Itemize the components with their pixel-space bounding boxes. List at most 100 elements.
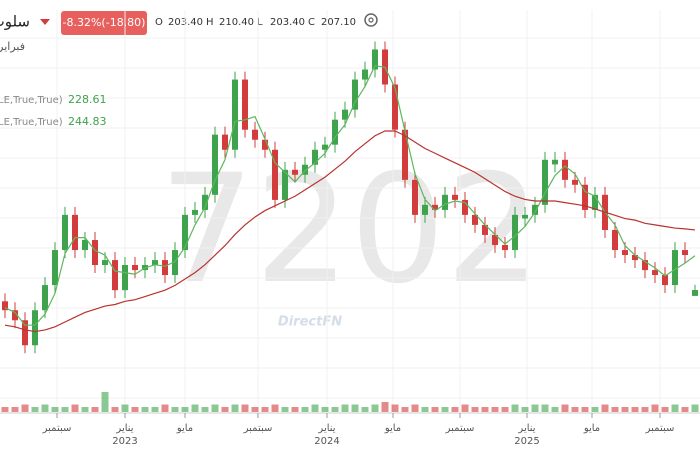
volume-bar (581, 407, 589, 412)
volume-bar (381, 402, 389, 412)
year-label: 2023 (112, 436, 137, 447)
candle-body (622, 250, 628, 255)
volume-bar (41, 404, 49, 412)
volume-bar (561, 404, 569, 412)
symbol-name: سلوب (0, 13, 30, 31)
candle-body (112, 260, 118, 291)
subtitle: فبراير (0, 40, 25, 53)
volume-bar (401, 407, 409, 412)
candle-body (342, 109, 348, 120)
candle-body (42, 285, 48, 311)
gear-center[interactable] (368, 17, 374, 23)
volume-bar (291, 407, 299, 412)
volume-bar (171, 407, 179, 412)
year-label: 2024 (314, 436, 339, 447)
candle-body (492, 234, 498, 245)
volume-bar (651, 404, 659, 412)
volume-bar (431, 407, 439, 412)
grid (0, 37, 700, 399)
volume-bar (221, 407, 229, 412)
volume-bar (681, 407, 689, 412)
volume-bar (541, 404, 549, 412)
candle-body (162, 260, 168, 276)
volume-bar (91, 407, 99, 412)
candle-body (502, 244, 508, 251)
volume-bar (531, 404, 539, 412)
x-tick-label: سبتمبر (42, 423, 72, 434)
candle-body (282, 169, 288, 200)
volume-bar (11, 407, 19, 412)
volume-bar (231, 404, 239, 412)
candle-body (672, 250, 678, 286)
volume-bar (111, 407, 119, 412)
volume-bar (51, 407, 59, 412)
volume-bar (181, 407, 189, 412)
volume-bar (441, 407, 449, 412)
candle-body (402, 129, 408, 180)
candle-body (62, 214, 68, 251)
candle-body (212, 134, 218, 195)
x-tick-label: سبتمبر (445, 423, 475, 434)
candle-body (332, 119, 338, 145)
candle-body (2, 301, 8, 311)
candle-body (472, 214, 478, 225)
gear[interactable] (364, 13, 378, 27)
candle-body (32, 310, 38, 346)
volume-bar (491, 407, 499, 412)
ohlc-value: 203.40 (270, 17, 305, 28)
candle-body (362, 69, 368, 80)
candle-body (172, 250, 178, 276)
volume-bar (21, 404, 29, 412)
candle-body (452, 194, 458, 200)
candle-body (102, 260, 108, 266)
candle-body (442, 194, 448, 210)
volume-bar (1, 407, 9, 412)
x-tick-label: سبتمبر (243, 423, 273, 434)
volume-bar (351, 404, 359, 412)
brand: DirectFN (278, 315, 342, 330)
settings-icon[interactable] (364, 13, 378, 27)
moving-average (4, 130, 696, 333)
ohlc-key: H (206, 17, 214, 28)
candle-body (612, 229, 618, 251)
volume-bar (691, 404, 699, 412)
candle-body (252, 129, 258, 140)
volume-bar (511, 404, 519, 412)
volume-bar (131, 407, 139, 412)
volume-bar (201, 407, 209, 412)
candle-body (692, 290, 698, 296)
candle-body (552, 159, 558, 165)
candle-body (222, 134, 228, 150)
x-tick-label: مايو (384, 423, 401, 434)
volume-bar (661, 407, 669, 412)
candle-body (262, 139, 268, 150)
volume-bar (501, 407, 509, 412)
volume-bar (571, 407, 579, 412)
candle-body (192, 209, 198, 215)
candle-body (522, 214, 528, 219)
candle-body (352, 79, 358, 110)
ma-legend-value: 228.61 (68, 93, 107, 106)
volume-bar (481, 407, 489, 412)
volume-bar (81, 407, 89, 412)
x-tick-label: سبتمبر (645, 423, 675, 434)
volume-bar (311, 404, 319, 412)
x-tick-label: يناير (517, 423, 535, 434)
candle-body (242, 79, 248, 130)
volume-bar (101, 392, 109, 412)
candle-body (392, 84, 398, 130)
ma-legend-name: PLE,True,True) (0, 95, 63, 106)
candle-body (52, 250, 58, 286)
volume-bar (121, 404, 129, 412)
candle-body (182, 214, 188, 251)
x-tick-label: مايو (583, 423, 600, 434)
candle-body (632, 254, 638, 261)
candle-body (202, 194, 208, 210)
volume-bar (251, 407, 259, 412)
change-text: -8.32%(-18.80) (63, 16, 146, 29)
x-tick-label: يناير (115, 423, 133, 434)
volume-bar (591, 407, 599, 412)
year-label: 2025 (514, 436, 539, 447)
down-arrow (40, 19, 50, 25)
